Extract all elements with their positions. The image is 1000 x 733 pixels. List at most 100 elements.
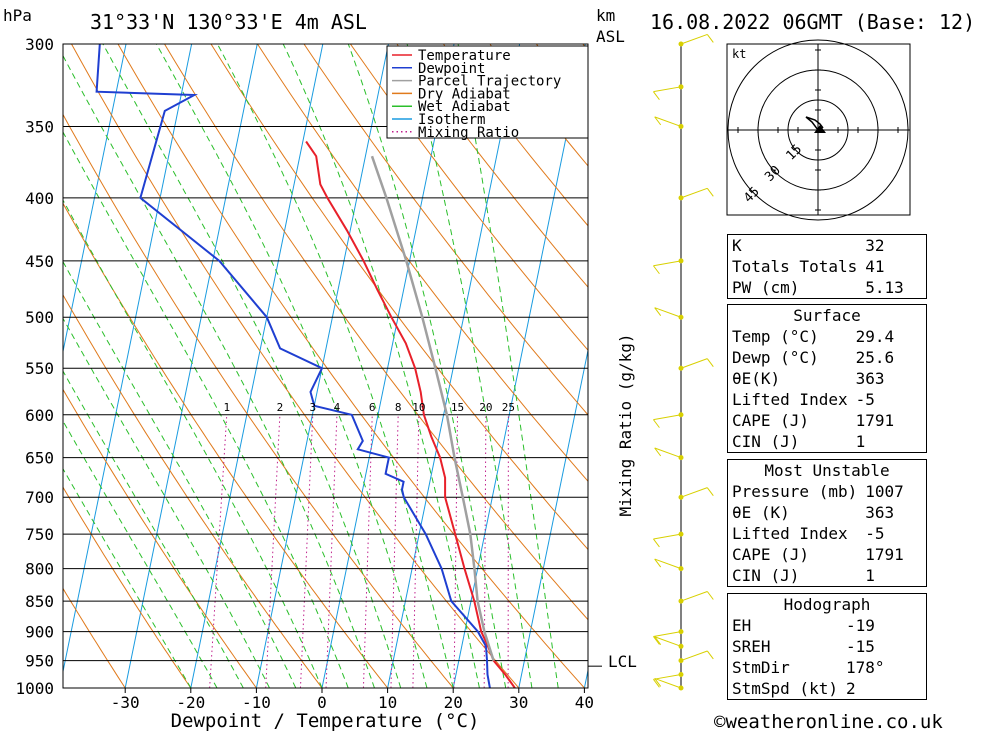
wind-barb-feather — [706, 487, 714, 496]
x-axis-label: Dewpoint / Temperature (°C) — [171, 710, 480, 732]
mixing-ratio-line — [412, 414, 420, 688]
x-tick-label: -30 — [111, 693, 140, 712]
hodograph-stats-value: 178° — [845, 658, 885, 677]
dry-adiabat-line — [349, 44, 588, 351]
most-unstable-value: -5 — [865, 524, 885, 543]
legend-entry: Isotherm — [418, 112, 485, 128]
isotherm-line — [518, 347, 588, 688]
isotherm-line — [190, 44, 324, 688]
surface-value: 25.6 — [855, 348, 895, 367]
dry-adiabat-line — [63, 202, 388, 688]
wind-barb-feather — [706, 34, 714, 43]
wind-barb-feather — [706, 591, 714, 600]
wind-barb — [654, 447, 682, 459]
mixing-ratio-line — [209, 414, 228, 688]
surface-title: Surface — [727, 304, 927, 326]
legend-entry: Mixing Ratio — [418, 125, 519, 141]
legend-entry: Parcel Trajectory — [418, 74, 561, 90]
legend-box — [386, 45, 589, 139]
surface-value: 1791 — [855, 411, 895, 430]
mixing-ratio-label: 25 — [502, 401, 515, 414]
wind-barb-marker — [678, 123, 684, 129]
mixing-ratio-label: 4 — [334, 401, 341, 414]
hodograph-stats-row: StmDir 178° — [728, 657, 927, 678]
legend-entry: Dry Adiabat — [418, 86, 511, 102]
indices-value: 5.13 — [865, 278, 904, 297]
surface-row: Dewp (°C) 25.6 — [728, 347, 927, 368]
wind-barb — [653, 631, 682, 637]
dry-adiabat-line — [443, 44, 588, 227]
indices-label: PW (cm) — [732, 278, 800, 297]
x-tick-label: 20 — [444, 693, 463, 712]
mixing-ratio-line — [299, 414, 314, 688]
most-unstable-label: θE (K) — [732, 503, 790, 522]
isotherm-line — [583, 667, 588, 688]
hodograph-trace — [805, 116, 824, 131]
hodograph-stats-row: StmSpd (kt) 2 — [728, 678, 927, 700]
asl-unit-label: ASL — [596, 27, 625, 46]
datetime-title: 16.08.2022 06GMT (Base: 12) — [650, 10, 975, 34]
wind-barb — [680, 591, 708, 602]
surface-label: CAPE (J) — [732, 411, 810, 430]
dry-adiabat-line — [396, 44, 588, 288]
hodograph-stats-label: StmSpd (kt) — [732, 679, 838, 698]
location-title: 31°33'N 130°33'E 4m ASL — [90, 10, 367, 34]
hodograph-stats-row: EH -19 — [728, 615, 927, 636]
copyright-footer[interactable]: ©weatheronline.co.uk — [714, 711, 943, 733]
wind-barb-feather — [654, 307, 662, 316]
hodograph-stats-value: 2 — [845, 679, 856, 698]
pressure-tick-label: 950 — [25, 652, 54, 671]
wind-barb-feather — [654, 116, 662, 126]
surface-value: 363 — [855, 369, 885, 388]
surface-row: Temp (°C) 29.4 — [728, 326, 927, 347]
indices-table: K 32 Totals Totals 41 PW (cm) 5.13 — [727, 234, 927, 299]
surface-row: CIN (J) 1 — [728, 431, 927, 453]
indices-row: Totals Totals 41 — [728, 256, 927, 277]
surface-row: CAPE (J) 1791 — [728, 410, 927, 431]
most-unstable-value: 1007 — [865, 482, 904, 501]
isotherm-line — [63, 44, 127, 354]
pressure-tick-label: 800 — [25, 560, 54, 579]
mixing-ratio-line — [362, 414, 373, 688]
wind-barb — [653, 673, 682, 680]
pressure-tick-label: 600 — [25, 406, 54, 425]
x-tick-label: 30 — [509, 693, 528, 712]
isotherm-line — [124, 44, 258, 688]
pressure-unit-label: hPa — [3, 6, 32, 25]
hodograph-stats-label: StmDir — [732, 658, 790, 677]
wind-barb-feather — [653, 265, 660, 275]
km-unit-label: km — [596, 6, 615, 25]
mixing-ratio-line — [265, 414, 281, 688]
pressure-tick-label: 400 — [25, 189, 54, 208]
indices-label: K — [732, 236, 742, 255]
x-tick-label: -20 — [176, 693, 205, 712]
most-unstable-row: CAPE (J) 1791 — [728, 544, 927, 565]
wet-adiabat-line — [155, 44, 428, 688]
hodograph-stats-label: EH — [732, 616, 752, 635]
wet-adiabat-line — [282, 44, 480, 688]
legend-entry: Wet Adiabat — [418, 99, 511, 115]
parcel-trajectory — [370, 155, 495, 661]
wind-barb-feather — [653, 91, 660, 100]
most-unstable-row: Lifted Index -5 — [728, 523, 927, 544]
mixing-ratio-label: 15 — [451, 401, 464, 414]
most-unstable-label: CIN (J) — [732, 566, 800, 585]
storm-motion-marker — [814, 125, 826, 133]
surface-value: 1 — [855, 432, 866, 451]
pressure-tick-label: 700 — [25, 488, 54, 507]
wind-barb-feather — [654, 447, 662, 457]
legend-entry: Temperature — [418, 48, 511, 64]
pressure-tick-label: 1000 — [15, 679, 54, 698]
hodograph-stats-value: -19 — [845, 616, 875, 635]
surface-value: -5 — [855, 390, 875, 409]
wind-barb-feather — [653, 419, 660, 428]
most-unstable-title: Most Unstable — [727, 459, 927, 481]
dry-adiabat-line — [63, 486, 192, 688]
pressure-tick-label: 750 — [25, 525, 54, 544]
hodograph-stats-title: Hodograph — [727, 593, 927, 615]
wind-barb-feather — [654, 558, 662, 568]
most-unstable-row: θE (K) 363 — [728, 502, 927, 523]
isotherm-line — [63, 44, 193, 674]
lcl-label: LCL — [608, 652, 637, 671]
